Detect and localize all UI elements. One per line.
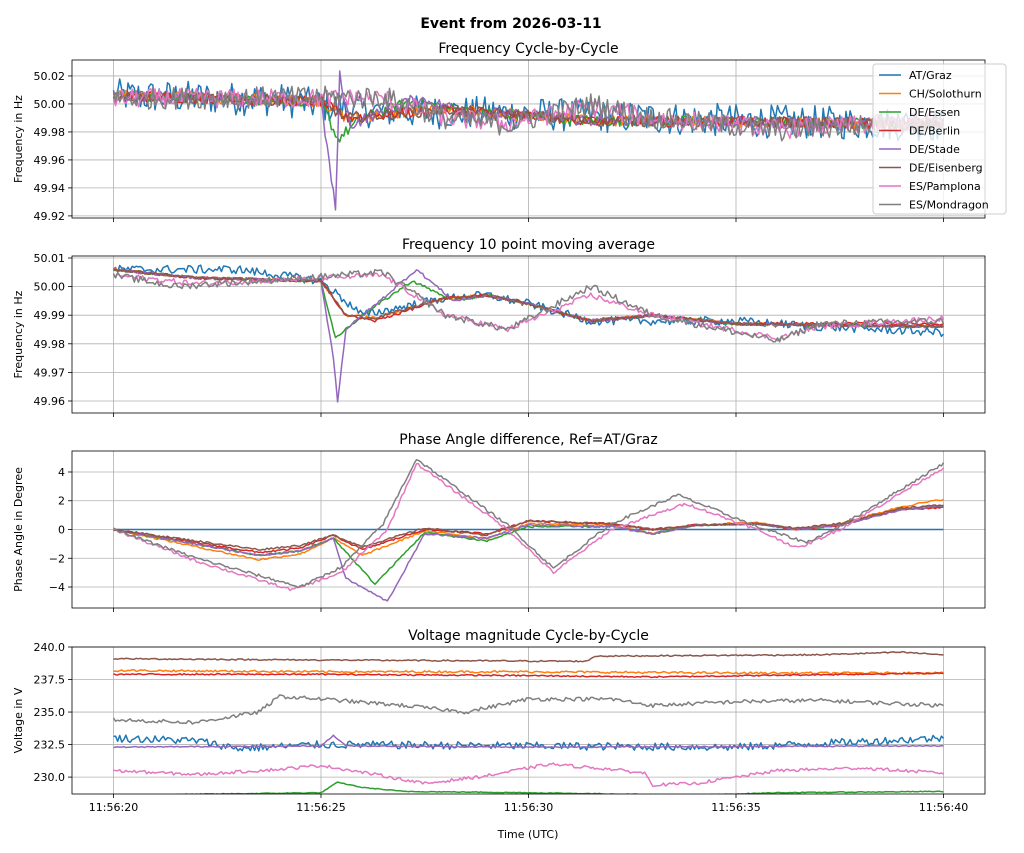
legend-entry: AT/Graz — [909, 69, 952, 82]
series-line-ch-solothurn — [113, 668, 944, 675]
y-tick-label: 230.0 — [34, 771, 66, 784]
y-axis-label: Frequency in Hz — [12, 290, 25, 378]
series-line-de-stade — [113, 505, 944, 602]
series-line-de-essen — [141, 781, 944, 794]
axes-frame — [71, 255, 986, 414]
series-line-es-mondragon — [112, 694, 944, 725]
y-tick-label: 49.92 — [34, 210, 66, 223]
y-tick-label: 240.0 — [34, 641, 66, 654]
y-tick-label: 232.5 — [34, 739, 66, 752]
y-tick-label: 49.98 — [34, 338, 66, 351]
legend-entry: DE/Berlin — [909, 125, 960, 138]
legend-box — [872, 63, 1007, 215]
y-tick-label: 4 — [58, 466, 65, 479]
x-axis-label: Time (UTC) — [497, 828, 559, 841]
series-group — [113, 459, 945, 602]
legend-entry: DE/Essen — [909, 106, 960, 119]
x-tick-label: 11:56:30 — [504, 801, 553, 814]
y-tick-label: 2 — [58, 495, 65, 508]
x-tick-label: 11:56:40 — [919, 801, 968, 814]
x-tick-label: 11:56:35 — [711, 801, 760, 814]
series-line-de-stade — [113, 734, 944, 749]
axes-frame — [71, 646, 986, 795]
series-line-es-pamplona — [113, 762, 944, 788]
y-tick-label: 50.01 — [34, 252, 66, 265]
subplot-3: Phase Angle difference, Ref=AT/Graz Phase… — [12, 432, 986, 612]
subplot-title: Frequency 10 point moving average — [402, 237, 655, 253]
series-line-de-berlin — [113, 672, 944, 679]
y-tick-label: 49.97 — [34, 366, 66, 379]
y-tick-label: 49.99 — [34, 309, 66, 322]
subplot-title: Voltage magnitude Cycle-by-Cycle — [408, 628, 649, 644]
y-tick-label: −2 — [49, 552, 65, 565]
y-tick-label: 50.00 — [34, 281, 66, 294]
y-tick-label: 49.94 — [34, 182, 66, 195]
y-axis-label: Frequency in Hz — [12, 95, 25, 183]
y-tick-label: 0 — [58, 524, 65, 537]
axes-frame — [71, 450, 986, 609]
series-line-at-graz — [113, 734, 945, 752]
series-line-es-mondragon — [112, 85, 945, 142]
series-group — [112, 650, 945, 794]
legend: AT/Graz CH/Solothurn DE/Essen DE/Berlin DE/S… — [872, 63, 1007, 215]
series-line-at-graz — [113, 264, 945, 338]
y-tick-label: 49.98 — [34, 126, 66, 139]
y-tick-label: 49.96 — [34, 395, 66, 408]
legend-entry: CH/Solothurn — [909, 88, 982, 101]
legend-entry: DE/Stade — [909, 143, 960, 156]
series-line-de-eisenberg — [113, 504, 944, 551]
series-line-es-mondragon — [112, 268, 945, 343]
series-group — [112, 264, 945, 403]
y-axis-label: Phase Angle in Degree — [12, 467, 25, 592]
y-tick-label: 50.02 — [34, 70, 66, 83]
subplot-2: Frequency 10 point moving average Frequen… — [12, 237, 986, 417]
y-axis-label: Voltage in V — [12, 687, 25, 753]
y-tick-label: 50.00 — [34, 98, 66, 111]
series-line-de-eisenberg — [113, 268, 944, 329]
subplot-title: Frequency Cycle-by-Cycle — [438, 41, 618, 57]
suptitle: Event from 2026-03-11 — [420, 16, 601, 32]
subplot-4: Voltage magnitude Cycle-by-Cycle Voltage … — [12, 628, 986, 814]
series-line-es-pamplona — [113, 462, 945, 592]
series-line-de-eisenberg — [113, 90, 945, 129]
legend-entry: ES/Mondragon — [909, 199, 989, 212]
x-tick-label: 11:56:25 — [296, 801, 345, 814]
series-line-de-eisenberg — [113, 650, 944, 663]
y-tick-label: −4 — [49, 581, 65, 594]
x-tick-label: 11:56:20 — [89, 801, 138, 814]
y-tick-label: 49.96 — [34, 154, 66, 167]
legend-entry: DE/Eisenberg — [909, 162, 983, 175]
y-tick-label: 235.0 — [34, 706, 66, 719]
y-tick-label: 237.5 — [34, 674, 66, 687]
subplot-1: Frequency Cycle-by-Cycle Frequency in Hz 4… — [12, 41, 1007, 223]
subplot-title: Phase Angle difference, Ref=AT/Graz — [399, 432, 657, 448]
series-group — [112, 70, 945, 211]
legend-entry: ES/Pamplona — [909, 180, 981, 193]
series-line-es-mondragon — [113, 459, 945, 589]
